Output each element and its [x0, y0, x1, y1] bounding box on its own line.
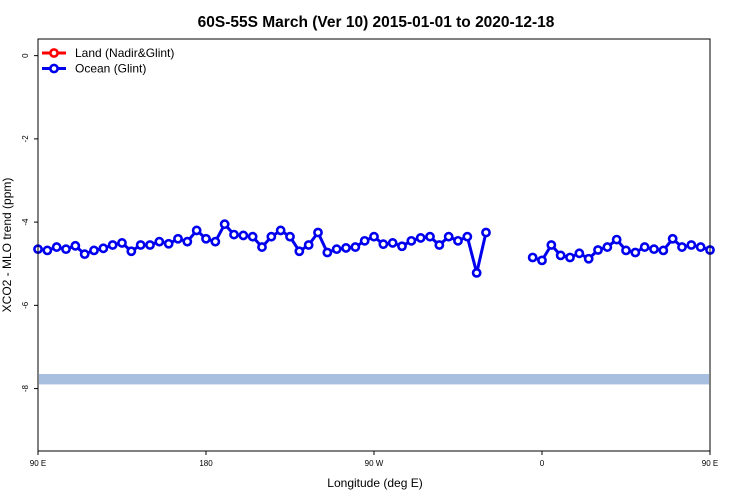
data-point: [201, 233, 211, 244]
data-point: [621, 245, 631, 256]
y-axis: 0 -2 -4 -6 -8: [21, 53, 38, 392]
chart-title: 60S-55S March (Ver 10) 2015-01-01 to 202…: [198, 14, 555, 31]
data-point: [145, 240, 155, 250]
data-point: [537, 255, 547, 266]
data-point: [182, 236, 193, 247]
data-point: [135, 240, 146, 250]
data-point: [406, 235, 417, 246]
data-point: [527, 252, 538, 263]
reference-band: [39, 374, 709, 385]
data-point: [163, 238, 174, 249]
plot-area: [33, 219, 715, 385]
data-point: [42, 245, 53, 256]
data-point: [51, 242, 62, 252]
data-point: [219, 219, 230, 230]
data-point: [415, 233, 426, 243]
data-point: [387, 238, 398, 248]
data-point: [686, 240, 697, 250]
x-tick-label: 90 W: [365, 459, 384, 468]
x-tick-label: 180: [199, 459, 213, 468]
data-point: [453, 235, 463, 246]
data-point: [378, 239, 389, 250]
data-point: [369, 231, 379, 242]
data-point: [630, 247, 641, 258]
x-axis: 90 E 180 90 W 0 90 E: [30, 451, 718, 468]
data-point: [98, 243, 109, 254]
legend-swatch-marker: [49, 63, 59, 74]
data-point: [313, 227, 323, 238]
data-point: [79, 249, 90, 260]
y-tick-label: -2: [21, 135, 30, 143]
data-point: [667, 233, 678, 244]
x-tick-label: 90 E: [30, 459, 46, 468]
data-point: [602, 242, 613, 252]
data-point: [359, 235, 370, 246]
data-point: [639, 242, 650, 252]
data-point: [574, 248, 585, 259]
data-point: [555, 250, 566, 261]
x-tick-label: 0: [540, 459, 545, 468]
data-point: [471, 267, 482, 278]
data-point: [117, 238, 127, 248]
x-axis-label: Longitude (deg E): [327, 476, 422, 490]
data-point: [658, 245, 669, 256]
data-point: [173, 233, 183, 244]
y-axis-label: XCO2 - MLO trend (ppm): [0, 178, 14, 313]
data-point: [331, 244, 342, 255]
data-point: [247, 231, 258, 242]
y-tick-label: 0: [21, 53, 30, 58]
data-point: [191, 225, 202, 236]
data-point: [481, 227, 491, 238]
data-point: [285, 231, 295, 242]
data-point: [70, 240, 81, 251]
legend-label: Ocean (Glint): [75, 62, 146, 76]
data-point: [350, 242, 361, 252]
data-point: [61, 244, 71, 255]
data-point: [210, 236, 221, 247]
y-tick-label: -6: [21, 301, 30, 309]
data-point: [294, 246, 305, 257]
legend-swatch-marker: [49, 48, 59, 58]
data-point: [611, 234, 622, 245]
data-point: [275, 225, 286, 236]
data-point: [322, 247, 333, 258]
data-point: [238, 230, 249, 241]
legend-label: Land (Nadir&Glint): [75, 46, 174, 60]
x-tick-label: 90 E: [702, 459, 718, 468]
data-point: [126, 246, 137, 257]
data-point: [546, 240, 557, 250]
data-point: [341, 243, 351, 253]
y-tick-label: -4: [21, 218, 30, 226]
data-point: [257, 242, 267, 252]
data-point: [266, 231, 277, 242]
data-point: [425, 231, 435, 242]
data-point: [649, 244, 659, 255]
legend: Land (Nadir&Glint) Ocean (Glint): [42, 46, 174, 76]
data-point: [303, 240, 314, 250]
data-point: [229, 229, 239, 240]
data-point: [107, 240, 118, 250]
data-point: [677, 242, 687, 252]
data-point: [462, 231, 473, 242]
data-point: [89, 245, 99, 256]
data-point: [565, 252, 575, 263]
data-point: [593, 245, 603, 255]
data-point: [583, 253, 594, 264]
data-point: [695, 242, 706, 252]
data-point: [397, 241, 407, 252]
data-point: [443, 231, 454, 242]
y-tick-label: -8: [21, 384, 30, 392]
data-point: [434, 240, 445, 250]
data-point: [154, 236, 165, 247]
